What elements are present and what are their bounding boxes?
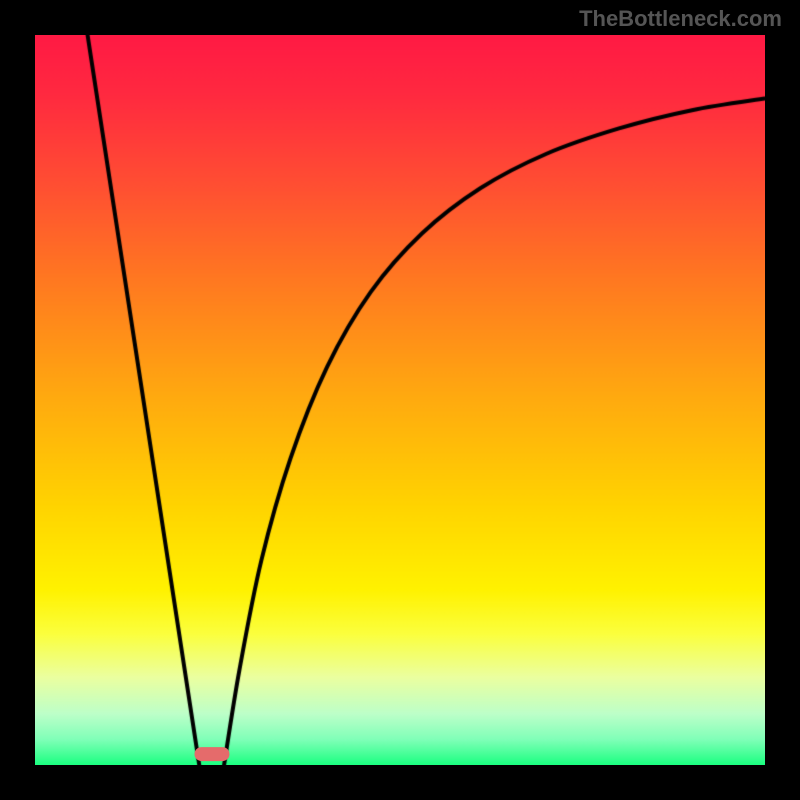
plot-area — [35, 35, 765, 765]
chart-container: TheBottleneck.com — [0, 0, 800, 800]
optimal-point-marker — [194, 747, 229, 761]
watermark-text: TheBottleneck.com — [579, 6, 782, 32]
bottleneck-curve — [35, 35, 765, 765]
